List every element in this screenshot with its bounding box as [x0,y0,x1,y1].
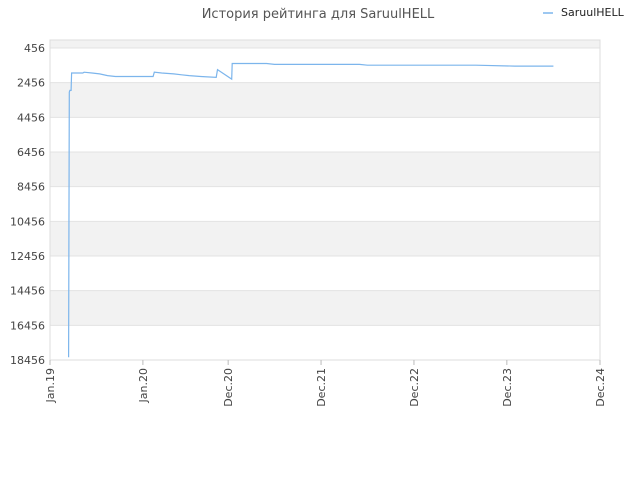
y-tick-label: 12456 [10,250,45,263]
x-axis: Jan.19 Jan.20 Dec.20 Dec.21 Dec.22 Dec.23 Dec.… [44,360,607,407]
chart-title: История рейтинга для SaruulHELL [202,7,435,22]
y-tick-label: 2456 [17,77,45,90]
x-tick-label: Dec.24 [594,368,607,407]
plot-band [50,186,600,222]
plot-band [50,117,600,152]
x-tick-label: Jan.19 [44,368,57,403]
y-tick-label: 14456 [10,285,45,298]
plot-band [50,256,600,291]
y-axis: 456 2456 4456 6456 8456 10456 12456 14456 16456 1… [10,42,45,367]
y-tick-label: 10456 [10,215,45,228]
plot-band [50,152,600,187]
plot-band [50,221,600,256]
plot-background [49,39,601,361]
x-tick-label: Jan.20 [137,368,150,403]
series-line [68,62,554,358]
plot-border [49,39,601,361]
plot-band [50,40,600,48]
x-tick-label: Dec.20 [222,368,235,407]
plot-band [50,48,600,83]
x-tick-label: Dec.22 [408,368,421,407]
plot-band [50,325,600,360]
x-tick-label: Dec.23 [501,368,514,407]
series-layer [68,62,554,358]
plot-band [50,290,600,326]
plot-band [50,82,600,118]
legend[interactable]: SaruulHELL [543,6,625,19]
y-tick-label: 8456 [17,181,45,194]
x-tick-label: Dec.21 [315,368,328,407]
y-tick-label: 16456 [10,319,45,332]
y-tick-label: 6456 [17,146,45,159]
y-tick-label: 4456 [17,111,45,124]
y-tick-label: 456 [24,42,45,55]
y-tick-label: 18456 [10,354,45,367]
legend-label: SaruulHELL [561,6,625,19]
